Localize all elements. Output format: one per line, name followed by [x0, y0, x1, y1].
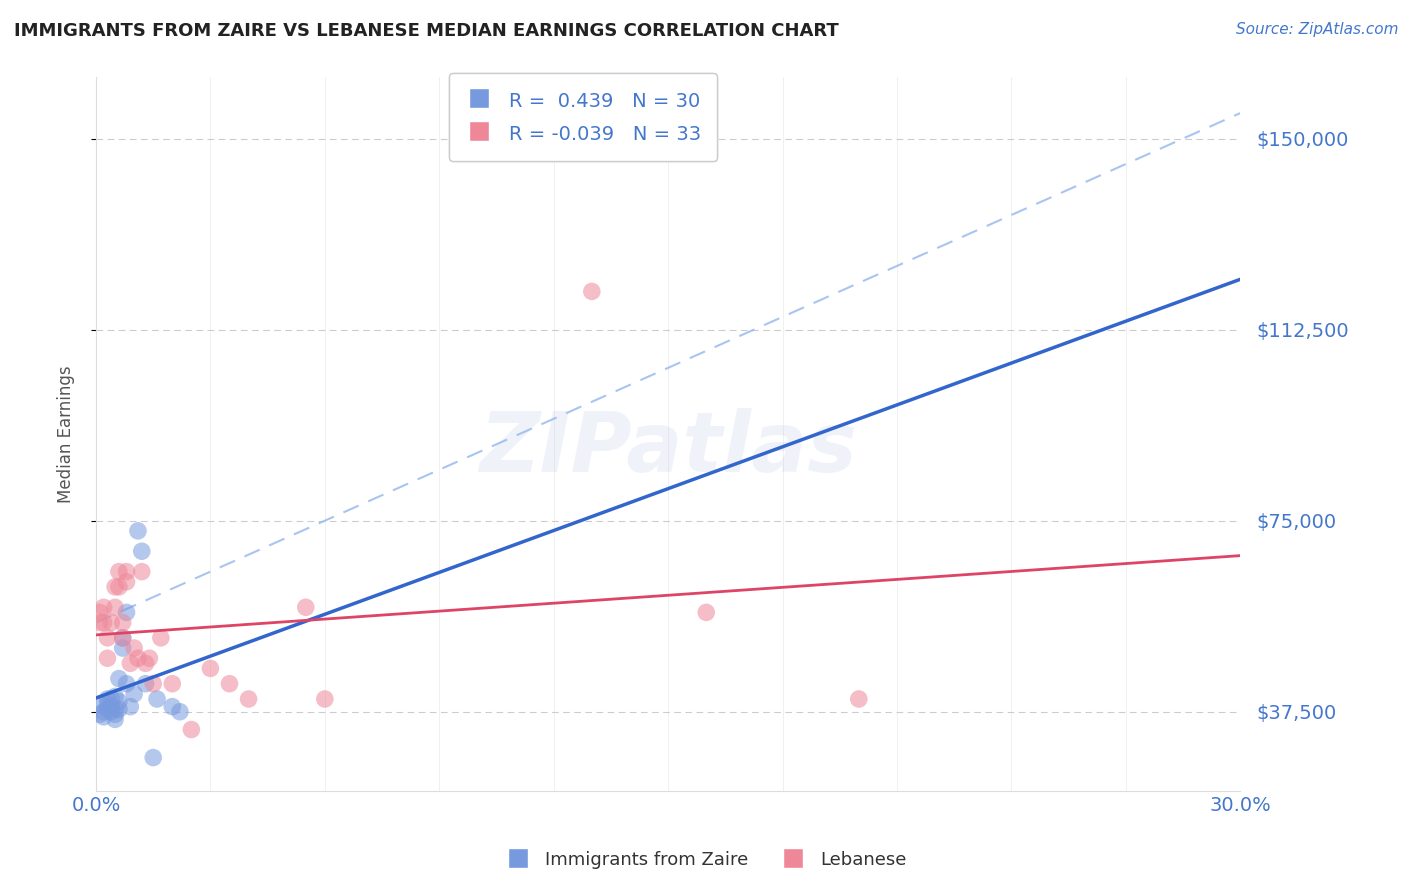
- Point: [93, 710, 115, 724]
- Point: [120, 657, 142, 671]
- Point: [96, 651, 118, 665]
- Point: [115, 574, 138, 589]
- Point: [135, 676, 157, 690]
- Point: [104, 580, 127, 594]
- Point: [96, 631, 118, 645]
- Point: [89, 615, 111, 630]
- Point: [111, 631, 134, 645]
- Point: [115, 565, 138, 579]
- Point: [200, 661, 222, 675]
- Point: [96, 697, 118, 711]
- Text: IMMIGRANTS FROM ZAIRE VS LEBANESE MEDIAN EARNINGS CORRELATION CHART: IMMIGRANTS FROM ZAIRE VS LEBANESE MEDIAN…: [14, 22, 839, 40]
- Point: [131, 565, 153, 579]
- Text: Source: ZipAtlas.com: Source: ZipAtlas.com: [1236, 22, 1399, 37]
- Y-axis label: Median Earnings: Median Earnings: [58, 365, 75, 503]
- Text: ZIPatlas: ZIPatlas: [479, 408, 858, 489]
- Point: [93, 615, 115, 630]
- Point: [149, 631, 172, 645]
- Point: [93, 600, 115, 615]
- Point: [218, 676, 240, 690]
- Point: [314, 692, 336, 706]
- Point: [162, 699, 184, 714]
- Point: [180, 723, 202, 737]
- Point: [96, 702, 118, 716]
- Point: [581, 285, 603, 299]
- Point: [131, 544, 153, 558]
- Point: [115, 676, 138, 690]
- Point: [115, 606, 138, 620]
- Point: [135, 657, 157, 671]
- Point: [142, 750, 165, 764]
- Point: [169, 705, 191, 719]
- Point: [104, 712, 127, 726]
- Point: [100, 705, 122, 719]
- Point: [100, 692, 122, 706]
- Point: [294, 600, 316, 615]
- Point: [108, 694, 131, 708]
- Point: [89, 697, 111, 711]
- Point: [111, 631, 134, 645]
- Point: [104, 707, 127, 722]
- Point: [100, 699, 122, 714]
- Point: [146, 692, 169, 706]
- Point: [122, 687, 145, 701]
- Point: [848, 692, 870, 706]
- Point: [89, 707, 111, 722]
- Point: [127, 651, 149, 665]
- Point: [89, 606, 111, 620]
- Point: [104, 600, 127, 615]
- Legend: Immigrants from Zaire, Lebanese: Immigrants from Zaire, Lebanese: [492, 844, 914, 876]
- Point: [120, 699, 142, 714]
- Point: [96, 692, 118, 706]
- Point: [108, 702, 131, 716]
- Point: [138, 651, 160, 665]
- Point: [695, 606, 717, 620]
- Point: [104, 690, 127, 704]
- Point: [111, 615, 134, 630]
- Point: [93, 705, 115, 719]
- Point: [111, 641, 134, 656]
- Point: [100, 615, 122, 630]
- Point: [108, 565, 131, 579]
- Point: [108, 672, 131, 686]
- Point: [122, 641, 145, 656]
- Point: [108, 580, 131, 594]
- Point: [127, 524, 149, 538]
- Point: [238, 692, 260, 706]
- Point: [142, 676, 165, 690]
- Legend: R =  0.439   N = 30, R = -0.039   N = 33: R = 0.439 N = 30, R = -0.039 N = 33: [449, 73, 717, 161]
- Point: [162, 676, 184, 690]
- Point: [104, 702, 127, 716]
